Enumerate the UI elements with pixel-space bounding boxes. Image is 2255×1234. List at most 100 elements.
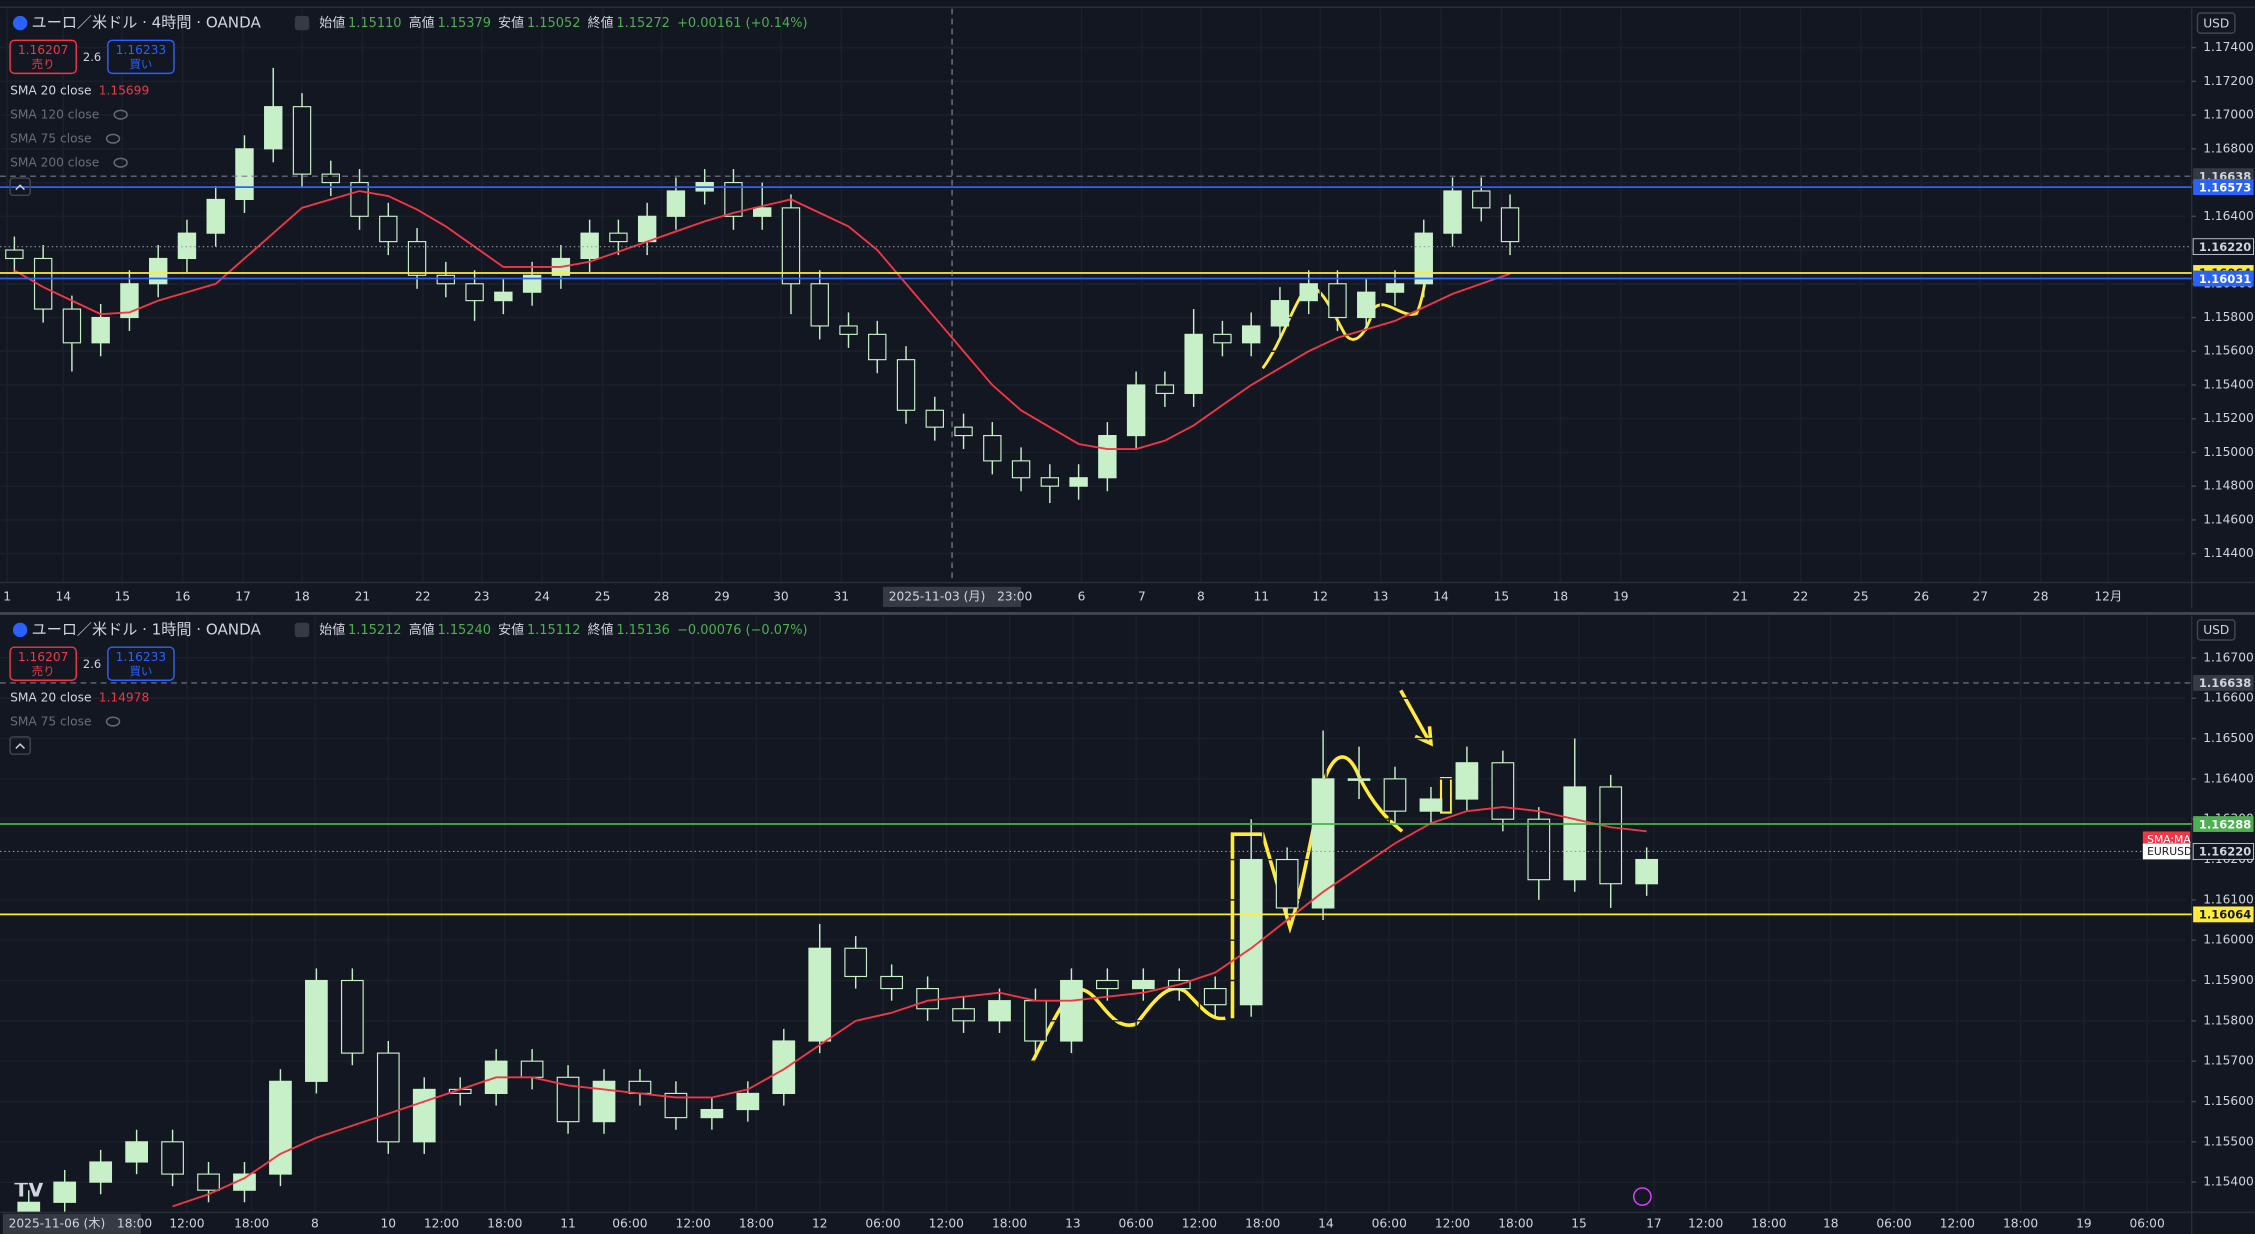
hidden-icon[interactable] bbox=[113, 157, 128, 168]
candle-body bbox=[1270, 300, 1290, 327]
x-tick-label: 14 bbox=[1318, 1216, 1334, 1230]
indicator-name: SMA 20 close bbox=[10, 690, 91, 704]
alert-icon[interactable] bbox=[1633, 1187, 1652, 1206]
y-tick-label: 1.15400 bbox=[2203, 1175, 2254, 1189]
header-button[interactable] bbox=[294, 15, 310, 31]
sell-button[interactable] bbox=[9, 646, 77, 681]
candle-body bbox=[868, 333, 887, 361]
collapse-button[interactable] bbox=[9, 177, 31, 197]
candle-body bbox=[896, 359, 916, 411]
price-label-bg bbox=[2193, 674, 2254, 691]
y-tick-label: 1.15600 bbox=[2203, 1094, 2254, 1108]
candle-body bbox=[305, 979, 328, 1082]
candle-body bbox=[952, 1008, 975, 1022]
indicator-row: SMA 20 close 1.14978 bbox=[10, 690, 149, 704]
indicator-row: SMA 200 close bbox=[10, 155, 99, 169]
ohlc-label: 安値 bbox=[498, 15, 524, 31]
candle-body bbox=[781, 207, 801, 285]
x-tick-label: 18:00 bbox=[234, 1216, 269, 1230]
hidden-icon[interactable] bbox=[113, 109, 128, 120]
candle-body bbox=[340, 979, 364, 1054]
y-tick-label: 1.17000 bbox=[2203, 108, 2254, 122]
currency-button[interactable] bbox=[2196, 12, 2236, 34]
x-tick-label: 18:00 bbox=[992, 1216, 1027, 1230]
indicator-name: SMA 75 close bbox=[10, 714, 91, 728]
candle-body bbox=[666, 190, 686, 217]
buy-button[interactable] bbox=[107, 646, 175, 681]
plot-area bbox=[0, 615, 2186, 1213]
currency-label: USD bbox=[2203, 623, 2229, 637]
series-tag: SMA:MA bbox=[2147, 833, 2191, 846]
buy-price: 1.16233 bbox=[116, 43, 167, 57]
ohlc-label: 高値 bbox=[409, 15, 435, 31]
collapse-button[interactable] bbox=[9, 736, 31, 755]
candle-body bbox=[1311, 778, 1335, 909]
x-tick-label: 18:00 bbox=[1245, 1216, 1280, 1230]
candle-body bbox=[664, 1092, 688, 1119]
price-label: 1.16288 bbox=[2199, 817, 2251, 831]
x-tick-label: 12:00 bbox=[1688, 1216, 1723, 1230]
y-tick-label: 1.16600 bbox=[2203, 691, 2254, 705]
candle-body bbox=[724, 181, 743, 217]
buy-button[interactable] bbox=[107, 39, 175, 75]
candle-body bbox=[609, 232, 628, 243]
x-tick-label: 12月 bbox=[2094, 589, 2122, 603]
candle-body bbox=[91, 316, 110, 344]
candle-body bbox=[772, 1040, 796, 1095]
candle-body bbox=[1414, 232, 1433, 285]
candle-body bbox=[1563, 786, 1587, 881]
candle-body bbox=[1328, 283, 1347, 319]
ohlc-label: 始値 bbox=[319, 621, 345, 637]
y-tick-label: 1.15700 bbox=[2203, 1054, 2254, 1068]
hidden-icon[interactable] bbox=[105, 716, 121, 727]
collapse-icon bbox=[15, 184, 25, 191]
y-tick-label: 1.14800 bbox=[2203, 479, 2254, 493]
candle-body bbox=[89, 1161, 113, 1183]
candle-body bbox=[62, 308, 82, 344]
candle-body bbox=[1126, 384, 1146, 437]
x-tick-label: 25 bbox=[595, 589, 611, 603]
annotation-box bbox=[1439, 776, 1453, 814]
candle-body bbox=[1299, 283, 1318, 302]
ohlc-value: 1.15110 bbox=[348, 16, 402, 31]
candle-body bbox=[264, 106, 283, 150]
price-label-bg bbox=[2192, 843, 2254, 860]
candle-body bbox=[1184, 333, 1203, 394]
x-tick-label: 16 bbox=[175, 589, 191, 603]
candle-body bbox=[1472, 190, 1491, 209]
candle-body bbox=[1383, 778, 1407, 812]
y-tick-label: 1.16500 bbox=[2203, 731, 2254, 745]
candle-body bbox=[844, 947, 868, 978]
header-button[interactable] bbox=[294, 622, 310, 638]
y-tick-label: 1.15000 bbox=[2203, 445, 2254, 459]
indicator-row: SMA 20 close 1.15699 bbox=[10, 83, 149, 97]
candle-body bbox=[808, 947, 832, 1042]
sell-button[interactable] bbox=[9, 39, 77, 75]
x-tick-label: 6 bbox=[1078, 589, 1086, 603]
y-tick-label: 1.16400 bbox=[2203, 209, 2254, 223]
x-tick-label: 18:00 bbox=[1498, 1216, 1533, 1230]
candle-body bbox=[177, 232, 197, 260]
x-tick-label: 21 bbox=[1732, 589, 1748, 603]
indicator-name: SMA 20 close bbox=[10, 83, 91, 97]
x-tick-label: 21 bbox=[355, 589, 371, 603]
currency-label: USD bbox=[2203, 16, 2229, 30]
buy-label: 買い bbox=[129, 57, 152, 71]
currency-button[interactable] bbox=[2196, 619, 2236, 641]
price-label: 1.16573 bbox=[2199, 180, 2251, 194]
x-tick-label: 18:00 bbox=[487, 1216, 522, 1230]
x-tick-label: 24 bbox=[534, 589, 550, 603]
x-tick-label: 26 bbox=[1914, 589, 1930, 603]
y-tick-label: 1.15400 bbox=[2203, 377, 2254, 391]
price-label-bg bbox=[2193, 906, 2254, 923]
ohlc-row: 始値 1.15212 高値 1.15240 安値 1.15112 終値 1.15136 −0.0… bbox=[319, 621, 807, 637]
y-tick-label: 1.14400 bbox=[2203, 546, 2254, 560]
indicator-row: SMA 120 close bbox=[10, 107, 99, 121]
x-tick-label: 19 bbox=[1613, 589, 1629, 603]
candle-body bbox=[522, 274, 542, 293]
hidden-icon[interactable] bbox=[105, 133, 121, 144]
x-tick-label: 12:00 bbox=[1182, 1216, 1217, 1230]
x-tick-label: 18 bbox=[1823, 1216, 1839, 1230]
candle-body bbox=[412, 1088, 436, 1143]
candle-body bbox=[379, 215, 398, 243]
